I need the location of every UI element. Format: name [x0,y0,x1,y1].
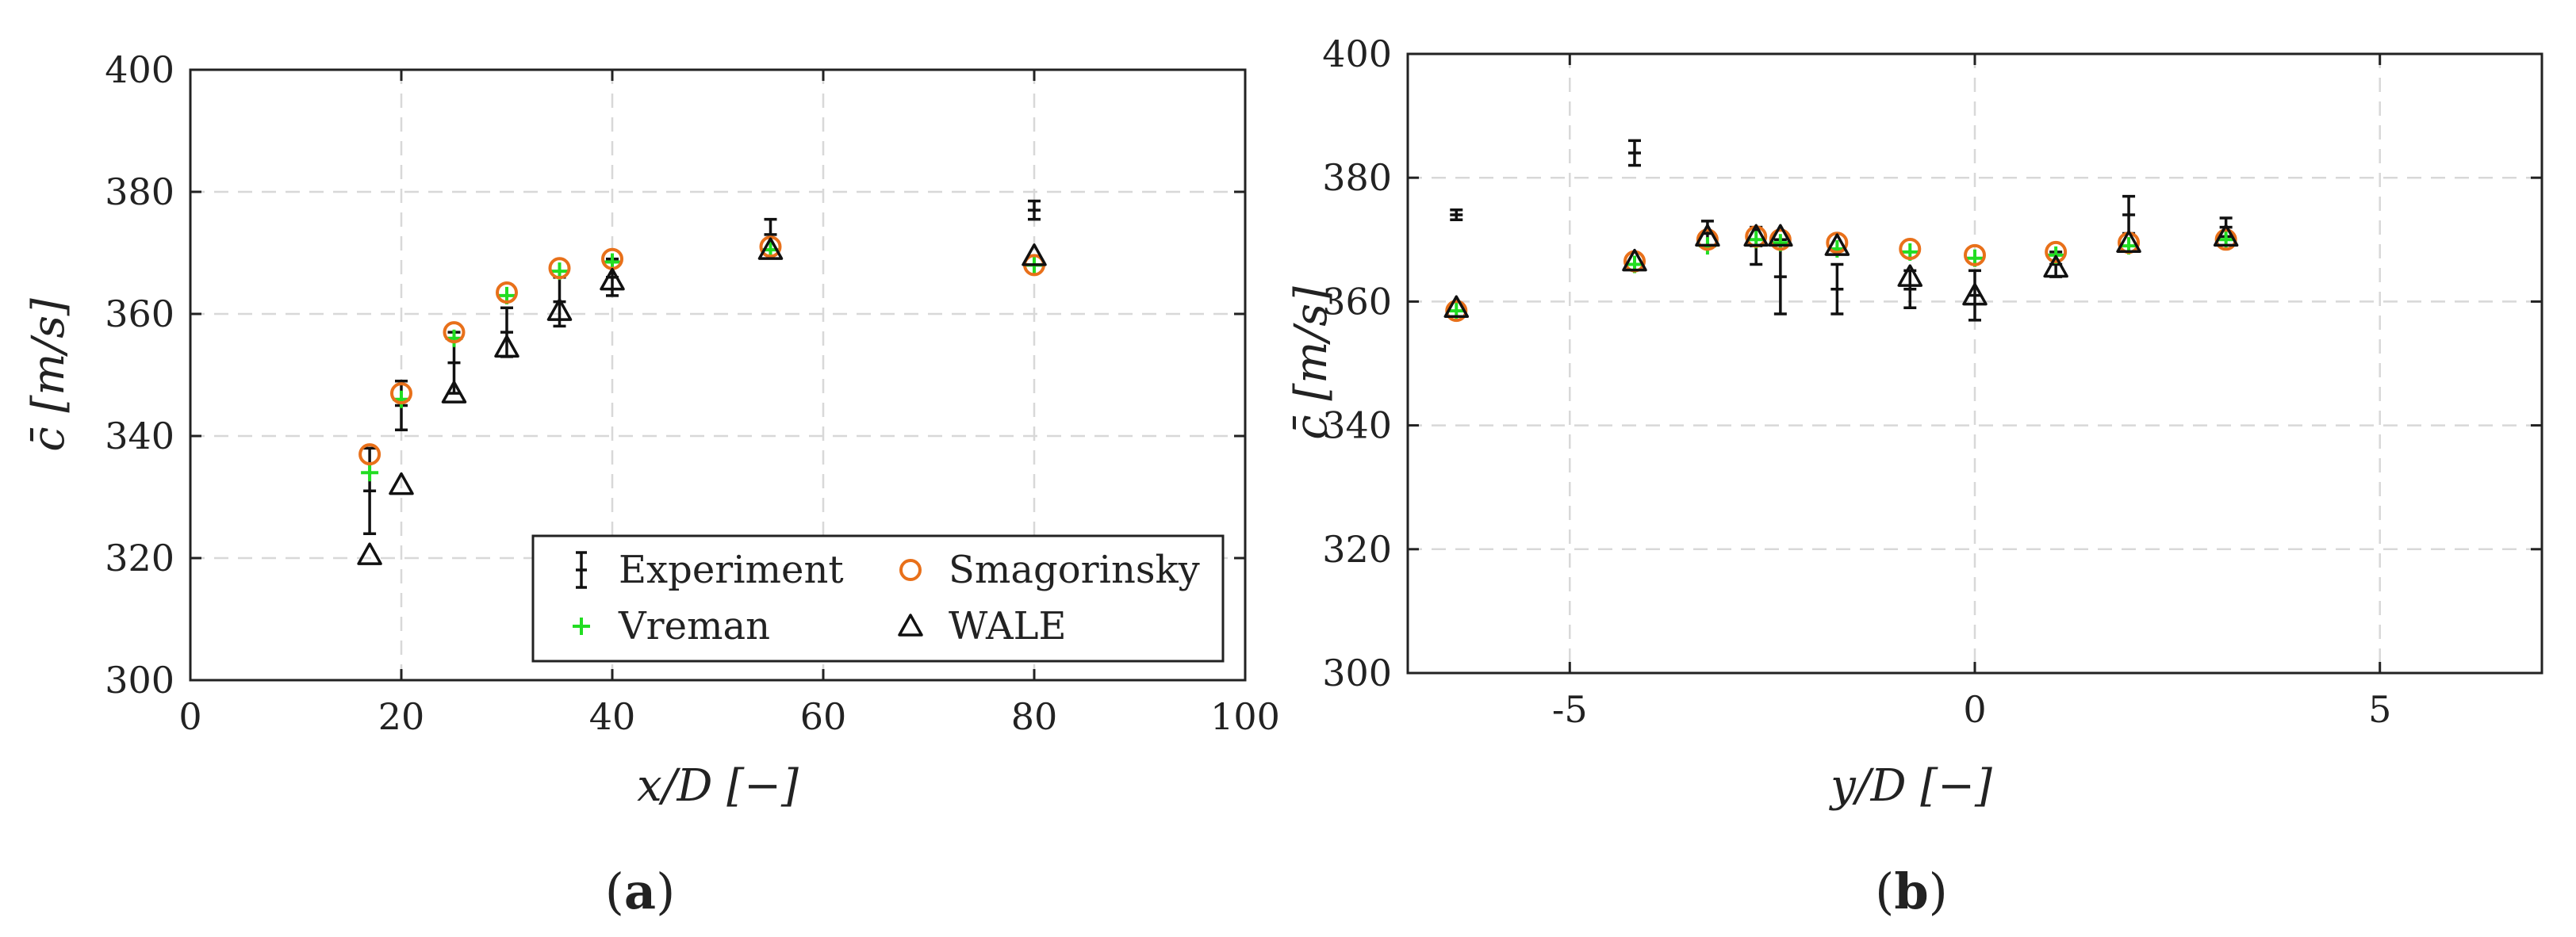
legend-label-smagorinsky: Smagorinsky [949,548,1200,592]
panel-label-a: (a) [605,862,676,920]
chart-a-x-axis-label: x/D [−] [637,760,799,812]
chart-a-x-tick-label: 20 [378,695,425,738]
chart-a-y-tick-label: 300 [105,659,174,702]
chart-b-y-axis-label: c̄ [m/s] [1286,286,1337,440]
chart-a-y-tick-label: 360 [105,293,174,335]
chart-a-point-wale [1022,243,1047,266]
legend-label-vreman: Vreman [618,604,770,648]
chart-b-point-smagorinsky [2045,240,2068,263]
panel-letter-a: a [624,862,656,920]
panel-letter-b: b [1894,862,1928,920]
chart-b-point-wale [1622,248,1647,272]
chart-b-y-tick-label: 400 [1322,33,1392,75]
legend-marker-experiment [576,551,587,589]
chart-a-point-vreman [361,464,379,482]
chart-a-y-axis-label: c̄ [m/s] [23,298,75,452]
chart-b-y-tick-label: 360 [1322,280,1392,323]
chart-b-x-tick-label: -5 [1552,688,1588,731]
chart-a-x-tick-label: 40 [589,695,636,738]
legend-label-experiment: Experiment [619,548,844,592]
chart-a-x-tick-label: 60 [800,695,847,738]
legend-marker-vreman [573,618,590,635]
chart-a-y-tick-label: 320 [105,537,174,579]
chart-b-point-experiment [1450,208,1463,222]
chart-b-marks [1443,139,2239,323]
chart-a-y-tick-label: 380 [105,170,174,213]
chart-a-x-tick-label: 100 [1210,695,1280,738]
legend-marker-smagorinsky [899,559,922,581]
chart-b-point-wale [2043,254,2068,278]
chart-a-point-smagorinsky [496,281,518,304]
chart-a-point-smagorinsky [390,382,412,405]
chart-b-point-wale [1743,224,1769,247]
chart-b-y-tick-label: 320 [1322,528,1392,571]
chart-b-grid [1408,54,2542,673]
chart-b-point-wale [1443,295,1470,318]
chart-a-point-wale [441,381,467,403]
chart-b-point-wale [1695,224,1720,247]
chart-b-point-experiment [1628,139,1641,167]
chart-b-x-tick-label: 0 [1963,688,1986,731]
chart-b-point-wale [1962,282,1988,306]
chart-a-point-wale [389,472,414,495]
chart-b-point-experiment [1773,238,1787,316]
chart-a-y-tick-label: 400 [105,48,174,91]
chart-a-legend: Experiment Vreman Smagorinsky WALE [531,534,1225,663]
chart-a-frame [189,68,1247,682]
chart-a-point-wale [757,237,784,260]
chart-b-point-wale [1768,224,1793,247]
chart-a-point-wale [494,335,519,358]
chart-a-y-tick-label: 340 [105,415,174,457]
chart-a-point-smagorinsky [443,321,466,344]
legend-marker-wale [898,614,923,637]
chart-b-point-wale [1824,233,1850,256]
chart-b-point-wale [1897,264,1923,287]
chart-a-point-wale [546,298,573,321]
chart-a-marks [357,199,1047,565]
chart-b-ticks: -5 0 5 300 320 340 360 380 400 [1322,33,2542,731]
chart-a-point-smagorinsky [358,443,381,466]
chart-b-point-smagorinsky [1899,238,1922,261]
chart-a-point-experiment [1028,199,1041,221]
chart-a-point-wale [357,542,382,565]
chart-a-x-tick-label: 0 [178,695,201,738]
chart-b-y-tick-label: 340 [1322,404,1392,447]
chart-b-point-wale [2213,224,2239,247]
chart-b-point-smagorinsky [1964,243,1986,266]
chart-b-point-experiment [1830,262,1844,316]
chart-a-legend-box [531,534,1225,663]
chart-a-point-wale [600,267,625,291]
chart-b-point-smagorinsky [1826,231,1849,254]
chart-b-x-axis-label: y/D [−] [1828,760,1992,812]
chart-b-point-wale [2116,230,2141,253]
legend-label-wale: WALE [949,604,1067,648]
chart-b-y-tick-label: 380 [1322,156,1392,199]
chart-b-point-experiment [1968,269,1981,322]
chart-a-point-smagorinsky [548,257,571,280]
chart-b-x-tick-label: 5 [2368,688,2391,731]
chart-a-x-tick-label: 80 [1011,695,1058,738]
panel-label-b: (b) [1875,862,1948,920]
chart-a-point-smagorinsky [759,235,782,258]
chart-a-ticks: 0 20 40 60 80 100 300 320 340 360 380 400 [105,48,1280,738]
chart-b-y-tick-label: 300 [1322,652,1392,694]
